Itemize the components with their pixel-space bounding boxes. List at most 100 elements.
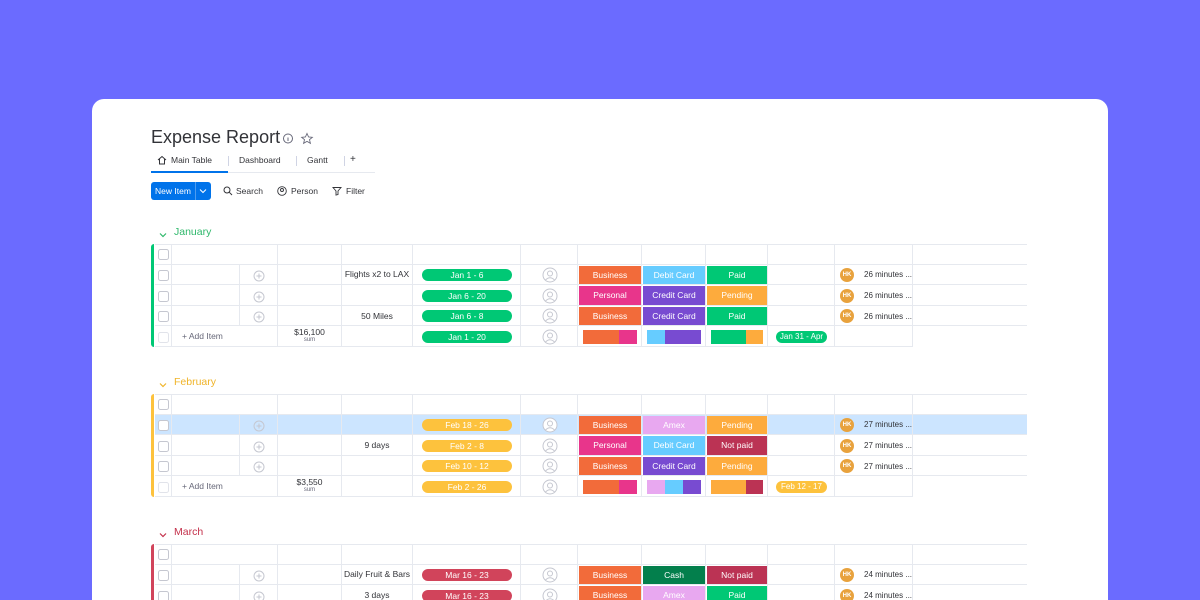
checkbox (158, 419, 170, 431)
label-cell (642, 264, 706, 286)
payment-date (768, 414, 835, 436)
expense-type-label[interactable]: Personal (579, 286, 641, 305)
last-updated-cell (835, 264, 913, 286)
tab[interactable]: Dashboard (239, 155, 281, 165)
status-label[interactable]: Not paid (707, 436, 767, 455)
description-cell (342, 285, 413, 306)
payment-label[interactable]: Credit Card (643, 456, 705, 476)
status-label[interactable]: Not paid (707, 565, 767, 585)
column-header (768, 394, 835, 415)
add-update-icon (253, 569, 265, 582)
payment-label[interactable]: Credit Card (643, 286, 705, 305)
status-label[interactable]: Pending (707, 456, 767, 476)
expense-type-label[interactable]: Business (579, 565, 641, 585)
timeline-cell (413, 414, 521, 436)
summary-segment (619, 329, 637, 344)
column-header (278, 544, 342, 565)
payment-label[interactable]: Cash (643, 565, 705, 585)
add-tab[interactable]: + (350, 154, 356, 165)
checkbox (158, 481, 170, 493)
add-column[interactable] (913, 544, 935, 565)
expense-type-label[interactable]: Business (579, 415, 641, 435)
expense-type-label[interactable]: Personal (579, 436, 641, 455)
dropdown-icon[interactable] (199, 187, 207, 195)
user-avatar: HK (840, 309, 854, 324)
timeline-pill: Mar 16 - 23 (422, 568, 512, 581)
group-color-bar (151, 544, 154, 600)
user-avatar: HK (840, 417, 854, 432)
sum-caption: sum (303, 337, 316, 344)
column-header (642, 244, 706, 265)
payment-date (768, 264, 835, 286)
description-cell: Daily Fruit & Bars (342, 564, 413, 586)
new-item-label[interactable]: New Item (155, 186, 191, 196)
approver-avatar (542, 288, 558, 304)
label-cell (706, 435, 768, 456)
add-column[interactable] (913, 244, 935, 265)
column-header (172, 244, 278, 265)
new-item-button[interactable] (151, 182, 211, 200)
status-label[interactable]: Pending (707, 286, 767, 305)
expense-type-label[interactable]: Business (579, 456, 641, 476)
updates-cell (240, 564, 278, 586)
status-label[interactable]: Paid (707, 586, 767, 600)
row-rest (935, 456, 1027, 477)
group-title[interactable]: March (174, 526, 204, 538)
label-cell (706, 264, 768, 286)
total-cell (278, 435, 342, 456)
expense-type-label[interactable]: Business (579, 265, 641, 285)
expense-type-label[interactable]: Business (579, 586, 641, 600)
timeline-pill: Jan 6 - 20 (422, 289, 512, 302)
column-header (172, 544, 278, 565)
last-updated-cell (835, 435, 913, 456)
collapse-chevron (158, 227, 168, 238)
status-label[interactable]: Paid (707, 306, 767, 326)
add-item[interactable]: + Add Item (172, 326, 278, 347)
group-title[interactable]: February (174, 376, 217, 388)
add-column[interactable] (913, 394, 935, 415)
add-update-icon (253, 440, 265, 452)
search-button[interactable]: Search (236, 186, 263, 196)
expense-type-label[interactable]: Business (579, 306, 641, 326)
add-update-icon (253, 419, 265, 432)
summary-total: $16,100 sum (278, 326, 342, 347)
person-button[interactable]: Person (291, 186, 318, 196)
approver-cell (521, 435, 578, 456)
row-cell (706, 476, 768, 497)
row-cell (342, 326, 413, 347)
column-header (413, 244, 521, 265)
filter-button[interactable]: Filter (346, 186, 365, 196)
tab[interactable]: Main Table (171, 155, 212, 165)
collapse-chevron (158, 377, 168, 388)
row-rest (935, 265, 1027, 286)
payment-label[interactable]: Debit Card (643, 265, 705, 285)
status-label[interactable]: Paid (707, 265, 767, 285)
row-cell (342, 476, 413, 497)
payment-label[interactable]: Credit Card (643, 306, 705, 326)
payment-label[interactable]: Amex (643, 586, 705, 600)
row-cell (155, 305, 172, 327)
header-rest (935, 394, 1027, 415)
checkbox (158, 290, 170, 302)
title-icons (283, 132, 314, 145)
row-cell (413, 326, 521, 347)
updates-cell (240, 435, 278, 456)
timeline-pill: Feb 18 - 26 (422, 418, 512, 431)
summary-segment (619, 479, 637, 494)
timeline-pill: Mar 16 - 23 (422, 589, 512, 600)
description-cell: 9 days (342, 435, 413, 456)
status-label[interactable]: Pending (707, 415, 767, 435)
timeline-pill: Feb 10 - 12 (422, 460, 512, 473)
column-header (706, 394, 768, 415)
group-color-bar (151, 394, 154, 497)
payment-label[interactable]: Debit Card (643, 436, 705, 455)
timeline-pill: Jan 1 - 6 (422, 268, 512, 281)
column-header (835, 544, 913, 565)
row-cell (155, 564, 172, 586)
last-updated: 26 minutes ... (864, 311, 912, 321)
payment-label[interactable]: Amex (643, 415, 705, 435)
add-item[interactable]: + Add Item (172, 476, 278, 497)
group-title[interactable]: January (174, 226, 212, 238)
payment-date (768, 585, 835, 600)
tab[interactable]: Gantt (307, 155, 328, 165)
